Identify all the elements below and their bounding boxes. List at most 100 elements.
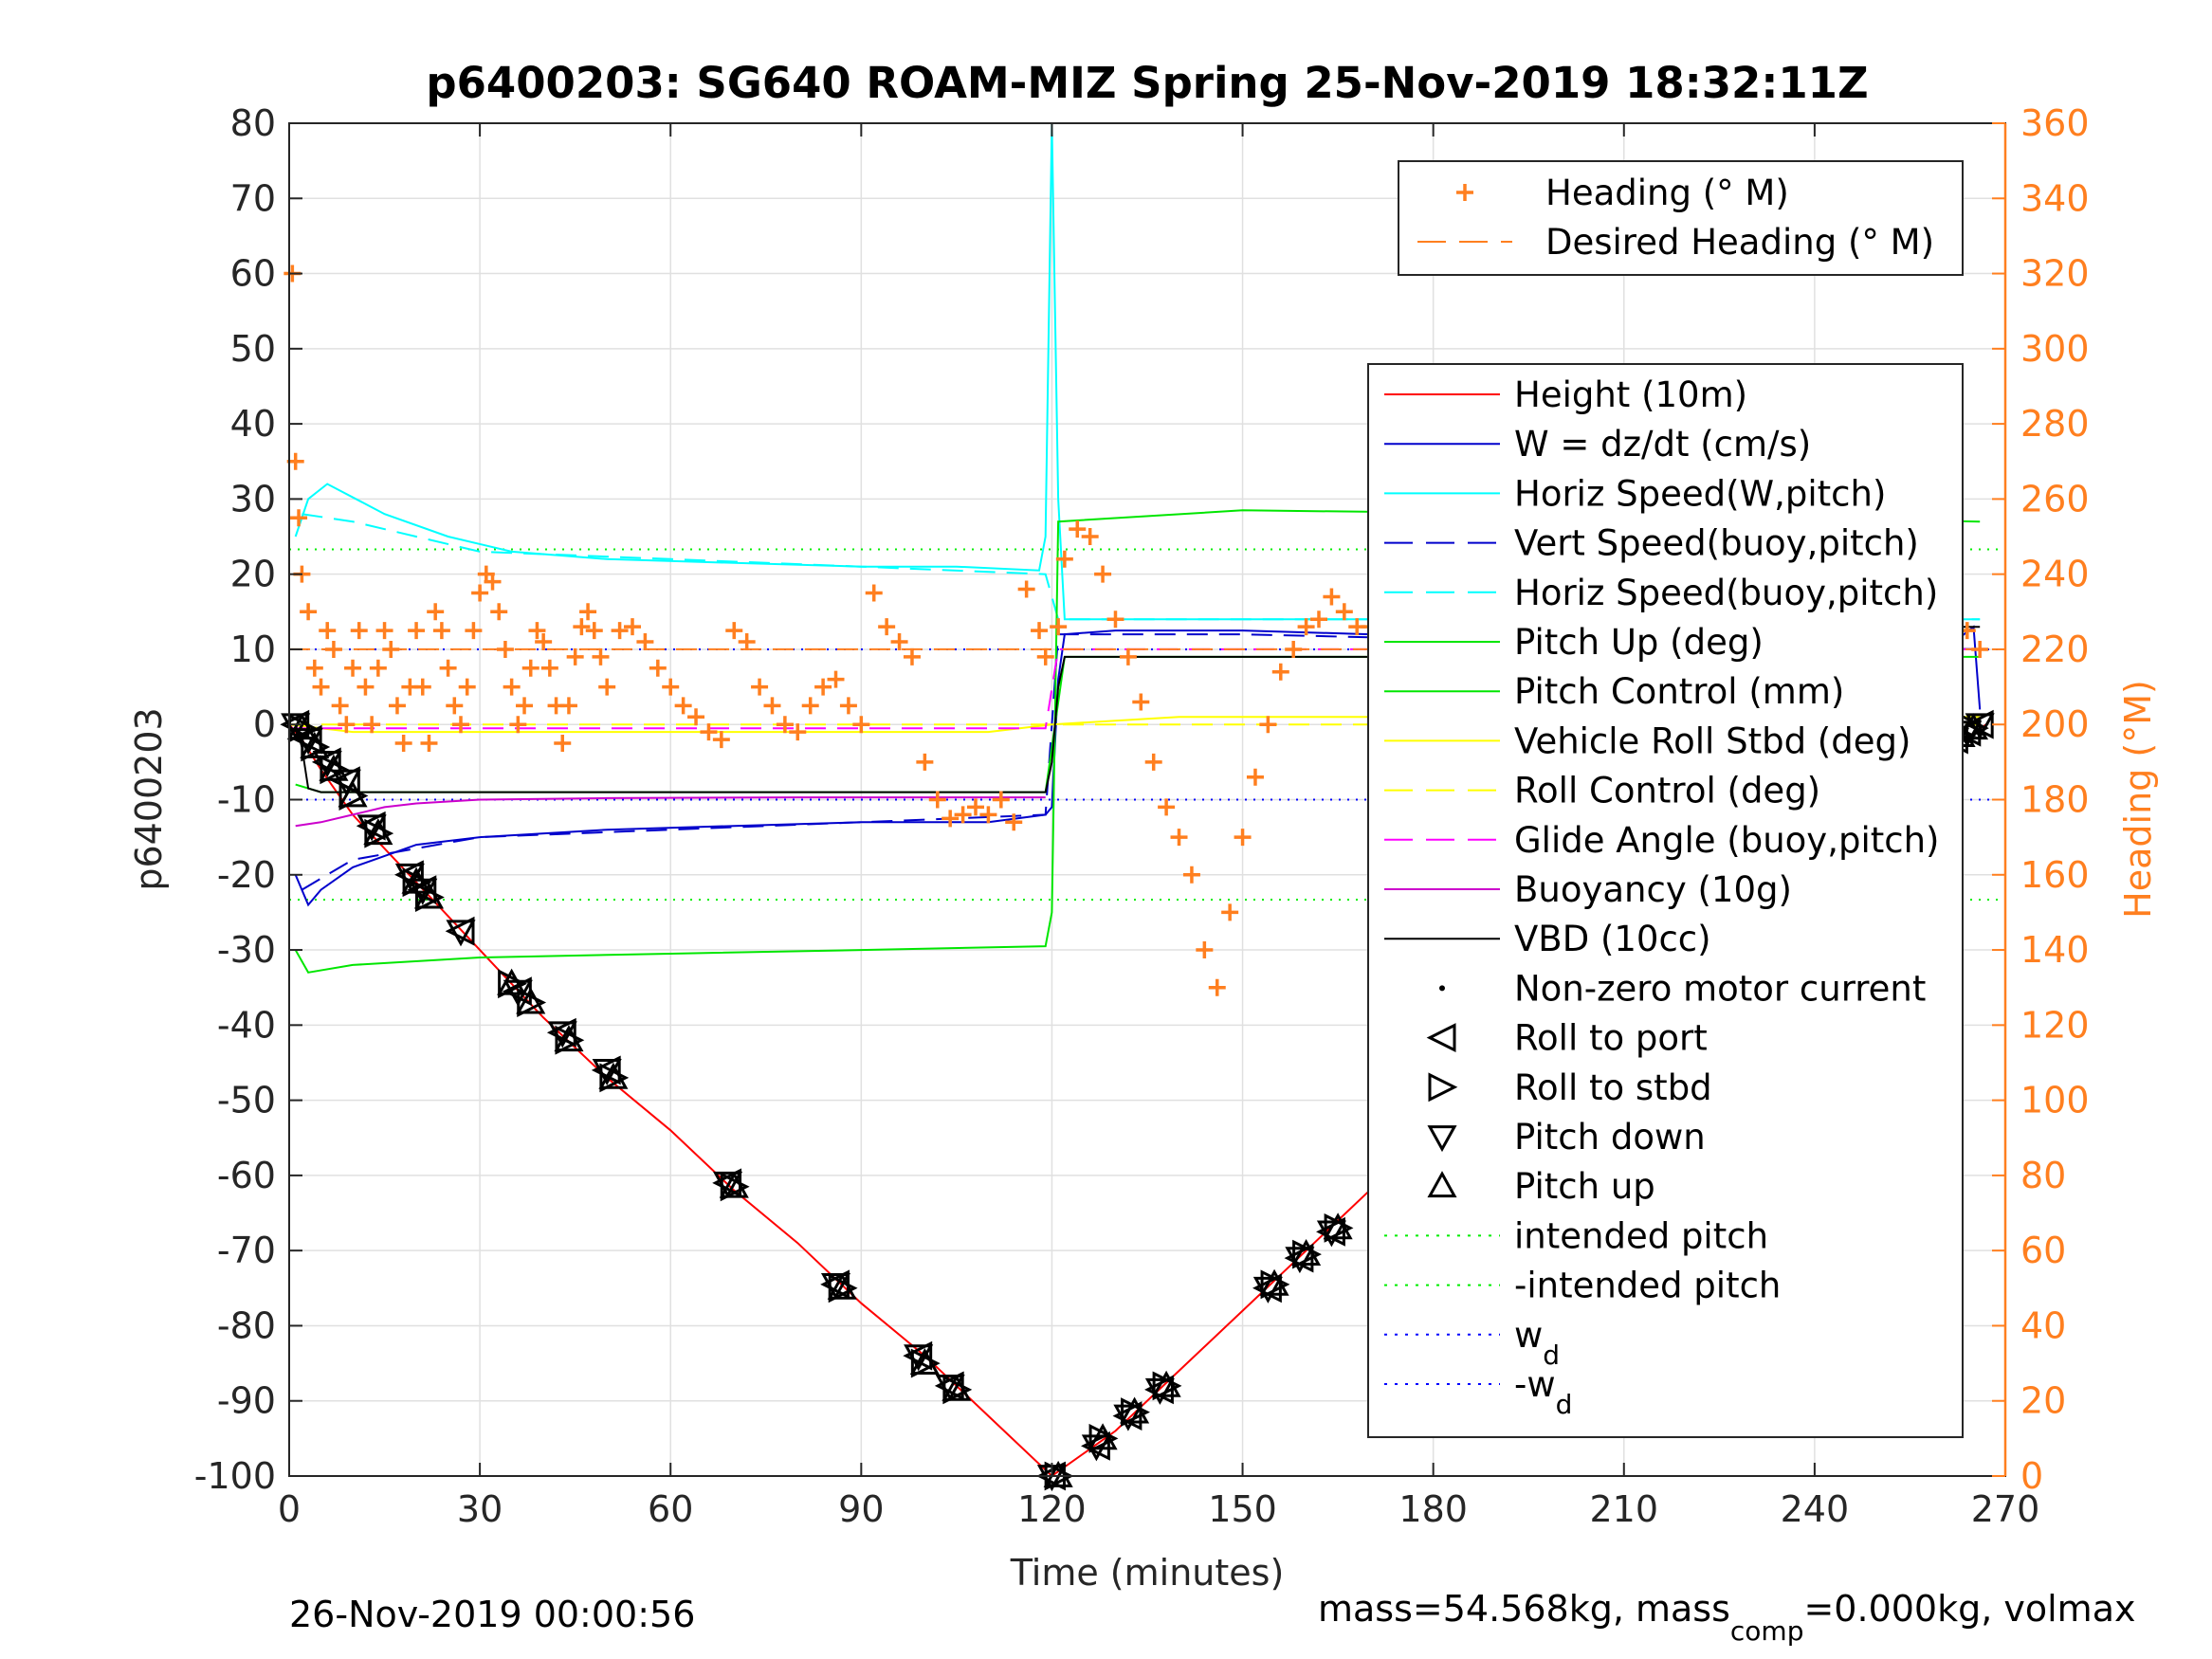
y-tick-label-right: 300: [2020, 328, 2090, 370]
heading-point: [521, 659, 539, 677]
y-tick-label-left: 10: [230, 629, 276, 670]
x-tick-label: 120: [1017, 1488, 1087, 1530]
heading-point: [954, 806, 972, 824]
legend-marker-sample: [1426, 1023, 1456, 1053]
heading-point: [814, 678, 832, 696]
y-tick-label-right: 200: [2020, 703, 2090, 745]
event-marker-pair: [941, 1374, 972, 1401]
legend-item: Roll Control (deg): [1384, 771, 1820, 811]
heading-point: [1285, 640, 1303, 658]
heading-point: [408, 622, 426, 640]
y-axis-label-right: Heading (°M): [2117, 680, 2159, 919]
heading-point: [579, 603, 597, 621]
legend-item: VBD (10cc): [1384, 919, 1711, 959]
y-tick-label-left: -100: [194, 1455, 276, 1497]
y-tick-label-right: 120: [2020, 1004, 2090, 1046]
legend-item-text: Desired Heading (° M): [1545, 222, 1934, 263]
event-marker-pair: [827, 1272, 857, 1300]
y-tick-label-left: -30: [217, 929, 276, 971]
legend-item: Roll to port: [1426, 1018, 1708, 1059]
heading-point: [1055, 550, 1073, 568]
heading-point: [350, 622, 368, 640]
y-tick-label-right: 340: [2020, 177, 2090, 219]
heading-point: [1144, 753, 1162, 771]
event-marker-pair: [555, 1025, 585, 1055]
y-tick-label-right: 40: [2020, 1304, 2066, 1346]
heading-point: [413, 678, 431, 696]
footer-date: 26-Nov-2019 00:00:56: [289, 1594, 695, 1635]
x-tick-label: 60: [648, 1488, 693, 1530]
heading-point: [827, 670, 845, 688]
legend-item-label: Roll Control (deg): [1514, 771, 1820, 811]
legend-item-text: Horiz Speed(W,pitch): [1514, 473, 1886, 514]
legend-item: Non-zero motor current: [1439, 968, 1926, 1009]
heading-point: [941, 810, 960, 828]
legend-item-label: Vehicle Roll Stbd (deg): [1514, 720, 1910, 761]
chart-title: p6400203: SG640 ROAM-MIZ Spring 25-Nov-2…: [426, 58, 1868, 108]
heading-point: [1297, 618, 1315, 636]
heading-point: [611, 622, 629, 640]
heading-point: [338, 716, 356, 734]
legend-dot-sample: [1439, 985, 1445, 992]
legend-item-text: VBD (10cc): [1514, 919, 1711, 959]
legend-item-text: Pitch up: [1514, 1166, 1655, 1207]
legend-item-text: Roll to stbd: [1514, 1067, 1712, 1108]
heading-point: [324, 640, 342, 658]
legend-plus-sample: [1456, 184, 1473, 201]
x-axis-label: Time (minutes): [1010, 1552, 1285, 1594]
event-marker: [1292, 1239, 1322, 1269]
event-marker: [942, 1375, 973, 1405]
heading-point: [540, 659, 558, 677]
heading-point: [1323, 588, 1341, 606]
legend-item-label: intended pitch: [1514, 1215, 1768, 1256]
heading-point: [1158, 798, 1176, 816]
legend-item: Horiz Speed(buoy,pitch): [1384, 573, 1938, 613]
legend-item-text: -w: [1514, 1364, 1556, 1405]
heading-point: [382, 640, 400, 658]
legend-item: Vert Speed(buoy,pitch): [1384, 523, 1919, 564]
heading-point: [509, 716, 527, 734]
heading-point: [789, 723, 807, 741]
y-tick-label-left: -50: [217, 1080, 276, 1121]
heading-point: [432, 622, 450, 640]
legend-item: Pitch up: [1427, 1166, 1655, 1207]
y-tick-label-left: 60: [230, 253, 276, 295]
event-marker: [517, 988, 547, 1017]
event-marker-pair: [720, 1172, 750, 1202]
event-marker-pair: [1958, 713, 1989, 740]
legend-item-label: Pitch up: [1514, 1166, 1655, 1207]
heading-point: [375, 622, 393, 640]
legend-item: Glide Angle (buoy,pitch): [1384, 820, 1939, 861]
event-marker-pair: [338, 781, 369, 811]
y-axis-label-left: p6400203: [128, 707, 170, 890]
heading-point: [751, 678, 769, 696]
legend-item-text: Glide Angle (buoy,pitch): [1514, 820, 1939, 861]
event-marker: [828, 1273, 858, 1304]
x-tick-label: 90: [838, 1488, 884, 1530]
heading-point: [776, 716, 794, 734]
legend-item-text: Heading (° M): [1545, 173, 1789, 213]
legend-item-subscript: d: [1543, 1340, 1560, 1371]
heading-point: [458, 678, 476, 696]
heading-point: [363, 716, 381, 734]
event-marker-pair: [445, 916, 475, 946]
heading-point: [890, 633, 908, 651]
heading-point: [1005, 813, 1023, 831]
heading-point: [427, 603, 445, 621]
legend-item: Heading (° M): [1456, 173, 1789, 213]
y-tick-label-left: -70: [217, 1230, 276, 1271]
event-marker: [719, 1171, 749, 1198]
event-marker-pair: [1260, 1269, 1290, 1300]
x-tick-label: 210: [1590, 1488, 1659, 1530]
legend-main: Height (10m) W = dz/dt (cm/s) Horiz Speed(…: [1367, 363, 1964, 1438]
legend-item: Pitch Up (deg): [1384, 622, 1764, 663]
event-marker: [364, 818, 394, 848]
heading-point: [687, 708, 705, 726]
heading-point: [290, 509, 308, 527]
event-marker: [1323, 1212, 1353, 1240]
legend-marker-sample: [1427, 1125, 1457, 1153]
legend-item: W = dz/dt (cm/s): [1384, 424, 1811, 465]
legend-item: Desired Heading (° M): [1417, 222, 1934, 263]
footer-mass-part1: mass=54.568kg, mass: [1318, 1588, 1730, 1630]
